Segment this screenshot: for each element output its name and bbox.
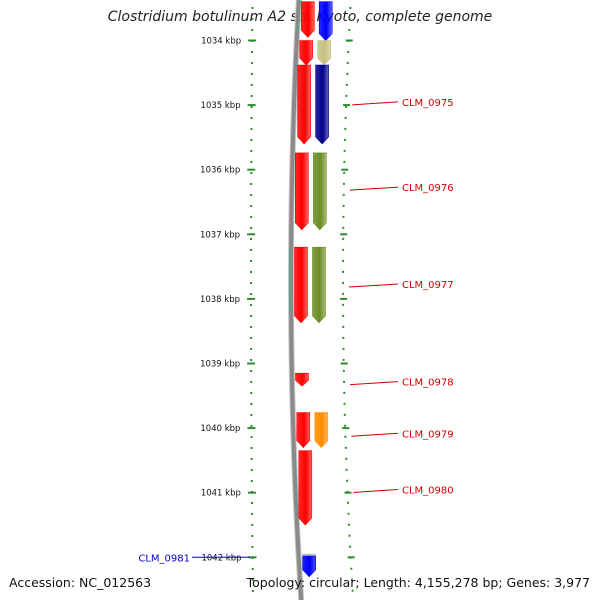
- gene-label[interactable]: CLM_0978: [402, 378, 454, 389]
- gene-label-leader: [350, 381, 399, 386]
- gene-label-leader: [349, 186, 399, 191]
- cds-feature[interactable]: [298, 450, 313, 526]
- cds-feature[interactable]: [312, 246, 326, 324]
- cds-feature[interactable]: [318, 1, 333, 41]
- axis-tick-label: 1037 kbp: [200, 230, 240, 240]
- cds-feature[interactable]: [314, 412, 329, 448]
- axis-tick-label: 1039 kbp: [200, 360, 240, 370]
- cds-feature[interactable]: [299, 40, 314, 66]
- backbone: [289, 0, 304, 600]
- cds-feature[interactable]: [295, 372, 309, 387]
- cds-feature[interactable]: [317, 40, 332, 66]
- cds-feature[interactable]: [302, 555, 317, 578]
- axis-tick-label: 1035 kbp: [201, 101, 241, 111]
- cds-feature[interactable]: [312, 152, 327, 231]
- gene-label[interactable]: CLM_0981: [138, 553, 190, 564]
- gene-label[interactable]: CLM_0975: [402, 98, 454, 109]
- gene-label-leader: [352, 101, 399, 106]
- right-guide-dots: [342, 0, 355, 600]
- gene-label-leader: [348, 283, 399, 288]
- cds-feature[interactable]: [297, 64, 311, 145]
- left-guide-dots: [250, 0, 255, 600]
- cds-feature[interactable]: [294, 246, 308, 324]
- cds-feature[interactable]: [294, 152, 309, 231]
- gene-label-leader: [351, 432, 399, 437]
- gene-label-leader: [353, 488, 399, 493]
- axis-tick-label: 1042 kbp: [201, 553, 241, 563]
- gene-label[interactable]: CLM_0980: [402, 485, 454, 496]
- axis-tick-label: 1041 kbp: [201, 489, 241, 499]
- cds-feature[interactable]: [296, 412, 311, 448]
- cds-feature[interactable]: [315, 64, 329, 145]
- gene-label[interactable]: CLM_0976: [402, 183, 454, 194]
- axis-tick-label: 1036 kbp: [200, 166, 240, 176]
- axis-tick-label: 1038 kbp: [200, 295, 240, 305]
- axis-tick-label: 1034 kbp: [201, 37, 241, 47]
- cds-feature[interactable]: [300, 1, 315, 38]
- gene-label[interactable]: CLM_0979: [402, 429, 454, 440]
- accession-label: Accession: NC_012563: [9, 575, 152, 590]
- axis-tick-label: 1040 kbp: [200, 424, 240, 434]
- genome-summary: Topology: circular; Length: 4,155,278 bp…: [246, 575, 590, 590]
- gene-label[interactable]: CLM_0977: [402, 280, 454, 291]
